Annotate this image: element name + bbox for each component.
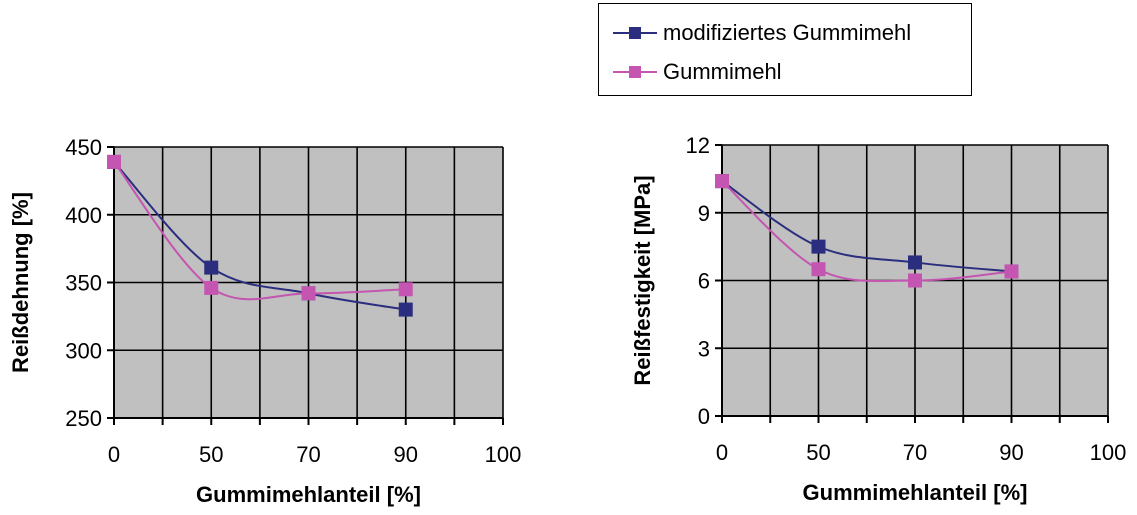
data-point-series-2 <box>301 286 316 301</box>
legend-marker-modified <box>629 27 641 39</box>
x-tick-label: 100 <box>485 442 522 467</box>
x-tick-label: 50 <box>806 440 830 465</box>
y-tick-label: 6 <box>698 269 710 294</box>
x-tick-label: 0 <box>716 440 728 465</box>
y-tick-label: 450 <box>65 135 102 160</box>
x-tick-label: 100 <box>1090 440 1127 465</box>
data-point-series-2 <box>1004 264 1019 279</box>
x-tick-label: 50 <box>199 442 223 467</box>
data-point-series-1 <box>204 260 219 275</box>
data-point-series-1 <box>811 239 826 254</box>
y-tick-label: 350 <box>65 271 102 296</box>
legend-item-modified: modifiziertes Gummimehl <box>613 18 911 48</box>
legend-item-plain: Gummimehl <box>613 57 782 87</box>
data-point-series-2 <box>204 280 219 295</box>
y-axis-label: Reißdehnung [%] <box>8 192 33 373</box>
y-tick-label: 3 <box>698 336 710 361</box>
x-axis-label: Gummimehlanteil [%] <box>803 480 1028 505</box>
data-point-series-2 <box>398 282 413 297</box>
x-tick-label: 0 <box>108 442 120 467</box>
series-line-2 <box>721 180 1012 283</box>
chart-1: 250 300 350 400 450 0 50 70 90 100 Gummimehlanteil… <box>8 135 521 507</box>
y-tick-label: 12 <box>686 133 710 158</box>
data-point-series-2 <box>908 273 922 288</box>
x-tick-label: 90 <box>394 442 418 467</box>
legend-swatch-modified <box>613 26 657 40</box>
chart-2: 0 3 6 9 12 0 50 70 90 100 Gummimehlanteil [%] Reißf… <box>630 133 1126 505</box>
data-point-series-2 <box>715 174 729 189</box>
x-tick-label: 70 <box>903 440 927 465</box>
data-point-series-2 <box>811 262 826 277</box>
x-tick-label: 90 <box>999 440 1023 465</box>
y-axis-label: Reißfestigkeit [MPa] <box>630 175 655 385</box>
y-tick-label: 0 <box>698 404 710 429</box>
y-tick-label: 250 <box>65 406 102 431</box>
legend-swatch-plain <box>613 65 657 79</box>
data-point-series-1 <box>398 302 413 317</box>
y-tick-label: 400 <box>65 203 102 228</box>
data-point-series-2 <box>107 154 121 169</box>
legend-label-plain: Gummimehl <box>663 59 782 84</box>
x-tick-label: 70 <box>296 442 320 467</box>
y-tick-label: 9 <box>698 201 710 226</box>
y-tick-label: 300 <box>65 338 102 363</box>
series-line-1 <box>721 180 1012 273</box>
x-axis-label: Gummimehlanteil [%] <box>196 482 421 507</box>
chart-legend: modifiziertes Gummimehl Gummimehl <box>598 3 972 96</box>
series-line-1 <box>113 161 406 311</box>
legend-marker-plain <box>629 66 641 78</box>
legend-label-modified: modifiziertes Gummimehl <box>663 20 912 45</box>
data-point-series-1 <box>908 255 922 270</box>
series-line-2 <box>113 161 406 301</box>
